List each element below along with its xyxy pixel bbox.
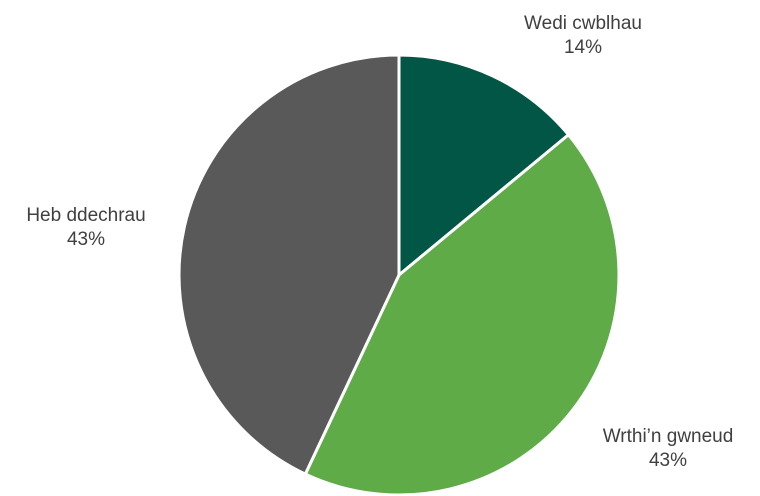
slice-name: Wrthi’n gwneud	[602, 426, 734, 447]
pie-slice-wrthi-n-gwneud	[303, 133, 621, 496]
slice-label-wedi-cwblhau: Wedi cwblhau 14%	[524, 12, 642, 60]
slice-name: Wedi cwblhau	[524, 13, 642, 34]
slice-name: Heb ddechrau	[26, 205, 146, 226]
pie-slice-wedi-cwblhau	[397, 53, 571, 277]
slice-label-wrthin-gwneud: Wrthi’n gwneud 43%	[603, 425, 734, 473]
slice-percent: 43%	[648, 450, 688, 471]
slice-percent: 43%	[66, 229, 106, 250]
slice-label-heb-ddechrau: Heb ddechrau 43%	[26, 204, 145, 252]
slice-percent: 14%	[563, 37, 603, 58]
pie-slice-heb-ddechrau	[177, 53, 401, 476]
